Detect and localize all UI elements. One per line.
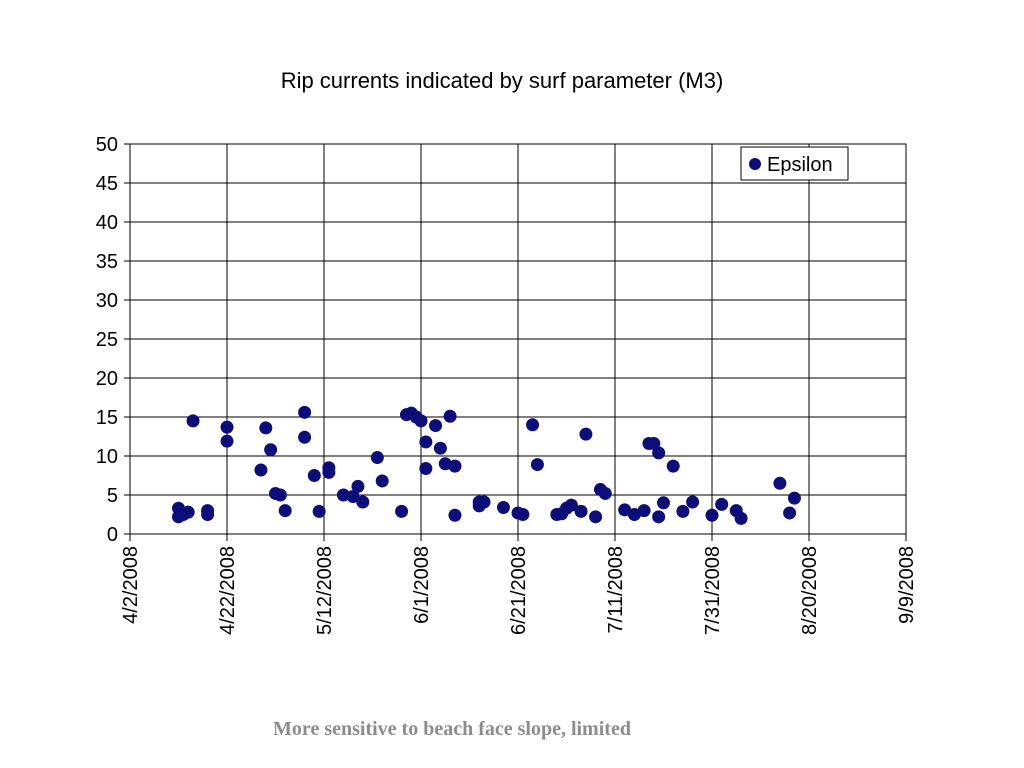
x-tick-label: 7/31/2008 xyxy=(702,546,724,635)
data-point xyxy=(443,409,457,423)
data-point xyxy=(254,463,268,477)
data-point xyxy=(438,457,452,471)
data-point xyxy=(686,495,700,509)
data-point xyxy=(370,451,384,465)
y-tick-label: 20 xyxy=(96,368,118,390)
y-tick-label: 10 xyxy=(96,446,118,468)
x-tick-label: 5/12/2008 xyxy=(314,546,336,635)
x-tick-label: 6/1/2008 xyxy=(411,546,433,624)
data-point xyxy=(516,508,530,521)
data-point xyxy=(433,441,447,455)
data-point xyxy=(259,421,273,435)
data-point xyxy=(278,504,292,518)
data-point xyxy=(448,508,462,522)
data-point xyxy=(652,446,666,460)
data-point xyxy=(657,496,670,510)
data-point xyxy=(220,434,234,448)
data-point xyxy=(346,490,360,504)
data-point xyxy=(666,459,680,473)
y-tick-label: 30 xyxy=(96,290,118,312)
data-point xyxy=(375,474,389,488)
data-point xyxy=(787,491,801,505)
x-tick-label: 8/20/2008 xyxy=(799,546,821,635)
data-point xyxy=(307,469,321,482)
data-point xyxy=(298,405,312,419)
data-point xyxy=(414,414,428,428)
caption-text: More sensitive to beach face slope, limi… xyxy=(273,718,631,740)
data-point xyxy=(652,510,666,524)
y-tick-label: 25 xyxy=(96,329,118,351)
data-point xyxy=(312,504,326,518)
data-point xyxy=(220,420,234,434)
legend-marker xyxy=(749,158,761,170)
data-point xyxy=(351,479,365,493)
data-point xyxy=(574,504,588,518)
data-point xyxy=(637,504,651,518)
y-tick-label: 45 xyxy=(96,173,118,195)
data-point xyxy=(419,435,433,449)
data-point xyxy=(395,504,409,518)
data-point xyxy=(429,419,443,433)
y-tick-label: 15 xyxy=(96,407,118,429)
chart-title: Rip currents indicated by surf parameter… xyxy=(281,68,724,93)
y-axis: 0 5 10 15 20 25 30 35 40 45 50 xyxy=(96,134,130,546)
data-point xyxy=(448,459,462,473)
data-point xyxy=(322,465,336,479)
data-point xyxy=(705,508,719,522)
y-tick-label: 40 xyxy=(96,212,118,234)
x-tick-label: 6/21/2008 xyxy=(508,546,530,635)
data-point xyxy=(201,508,215,521)
data-point xyxy=(181,505,195,519)
x-tick-label: 4/2/2008 xyxy=(120,546,142,624)
data-point xyxy=(298,430,312,444)
data-point xyxy=(336,488,350,502)
data-point xyxy=(618,503,632,517)
data-point xyxy=(598,486,612,500)
y-tick-label: 50 xyxy=(96,134,118,156)
data-point xyxy=(783,506,797,520)
data-point xyxy=(589,510,603,524)
y-tick-label: 0 xyxy=(107,524,118,546)
data-point xyxy=(419,461,433,475)
x-tick-label: 4/22/2008 xyxy=(217,546,239,635)
y-tick-label: 35 xyxy=(96,251,118,273)
x-axis: 4/2/2008 4/22/2008 5/12/2008 6/1/2008 6/21/2… xyxy=(120,534,918,635)
data-point xyxy=(579,427,593,441)
data-point xyxy=(676,504,690,518)
data-point xyxy=(264,443,278,457)
x-tick-label: 7/11/2008 xyxy=(605,546,627,634)
data-point xyxy=(356,495,370,509)
data-point xyxy=(496,500,510,514)
legend: Epsilon xyxy=(740,146,849,181)
legend-label-epsilon: Epsilon xyxy=(767,154,833,176)
data-point xyxy=(773,476,787,490)
x-tick-label: 9/9/2008 xyxy=(896,546,918,624)
data-point xyxy=(186,414,200,428)
data-point xyxy=(715,497,729,511)
data-point xyxy=(734,511,748,525)
data-point xyxy=(564,498,578,512)
data-point xyxy=(273,488,287,502)
data-points xyxy=(172,405,801,525)
y-tick-label: 5 xyxy=(107,485,118,507)
grid-lines xyxy=(129,143,907,535)
data-point xyxy=(477,495,491,509)
data-point xyxy=(526,418,540,432)
data-point xyxy=(530,458,544,472)
